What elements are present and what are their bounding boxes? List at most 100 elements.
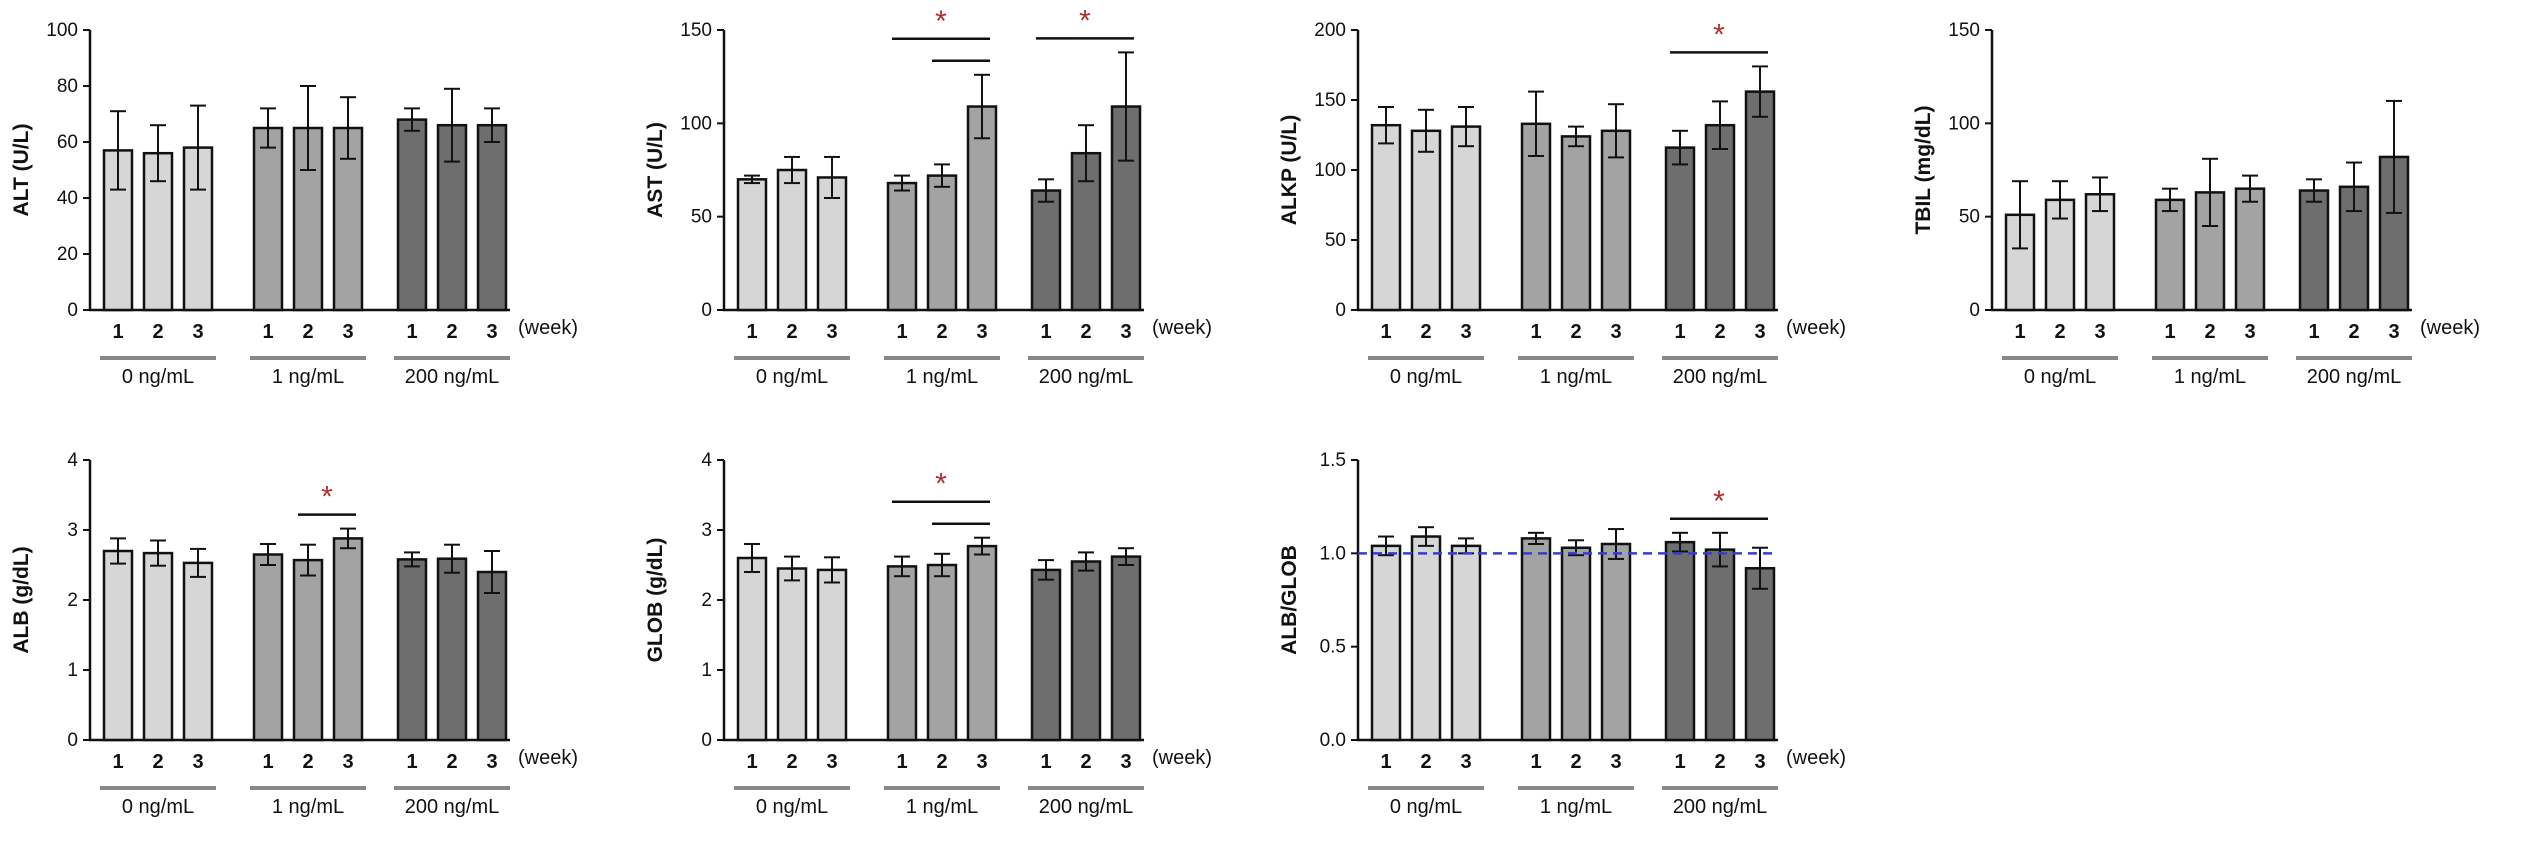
y-tick-label: 0 <box>701 730 712 751</box>
bar-alb-g2-w3 <box>332 537 364 742</box>
bar-alt-g3-w3 <box>476 123 508 312</box>
x-tick-label-week: 1 <box>746 321 757 343</box>
bar-alt-g1-w3 <box>182 146 214 312</box>
bar-tbil-g3-w1 <box>2298 189 2330 312</box>
x-axis-unit-label: (week) <box>1786 317 1846 339</box>
x-tick-label-week: 2 <box>1570 751 1581 773</box>
y-tick-label: 1 <box>67 660 78 681</box>
chart-glob-svg: 0 1 2 3 4 GLOB (g/dL) 1 2 3 0 ng/mL 1 2 3 1 ng/mL 1 2 3 2… <box>644 450 1212 818</box>
y-tick-label: 50 <box>1325 230 1346 251</box>
group-label: 200 ng/mL <box>2307 366 2402 388</box>
x-axis-unit-label: (week) <box>1786 747 1846 769</box>
x-tick-label-week: 3 <box>1610 321 1621 343</box>
bar-glob-g2-w3 <box>966 544 998 742</box>
x-tick-label-week: 1 <box>2308 321 2319 343</box>
significance-star: * <box>935 468 947 501</box>
group-label: 1 ng/mL <box>1540 366 1612 388</box>
x-tick-label-week: 3 <box>1460 751 1471 773</box>
group-label: 0 ng/mL <box>2024 366 2096 388</box>
significance-star: * <box>935 5 947 38</box>
y-tick-label: 150 <box>680 20 712 41</box>
y-tick-label: 1.0 <box>1320 543 1346 564</box>
bar-tbil-g2-w1 <box>2154 198 2186 312</box>
y-tick-label: 4 <box>701 450 712 471</box>
x-tick-label-week: 2 <box>152 751 163 773</box>
x-tick-label-week: 3 <box>192 321 203 343</box>
x-tick-label-week: 3 <box>486 321 497 343</box>
y-tick-label: 80 <box>57 76 78 97</box>
bar-glob-g2-w1 <box>886 565 918 742</box>
bar-tbil-g1-w3 <box>2084 193 2116 312</box>
y-tick-label: 50 <box>1959 207 1980 228</box>
x-tick-label-week: 1 <box>1674 751 1685 773</box>
x-tick-label-week: 2 <box>2348 321 2359 343</box>
x-tick-label-week: 2 <box>1714 751 1725 773</box>
y-tick-label: 40 <box>57 188 78 209</box>
group-label: 1 ng/mL <box>906 796 978 818</box>
chart-albglob-svg: 0.0 0.5 1.0 1.5 ALB/GLOB 1 2 3 0 ng/mL 1 2 3 1 ng/mL… <box>1278 450 1846 818</box>
x-tick-label-week: 2 <box>1080 751 1091 773</box>
y-tick-label: 2 <box>701 590 712 611</box>
x-tick-label-week: 3 <box>342 321 353 343</box>
chart-alb: 0 1 2 3 4 ALB (g/dL) 1 2 3 0 ng/mL 1 2 3 1 ng/mL 1 2 3 20… <box>0 430 634 860</box>
y-axis-label: ALB (g/dL) <box>10 546 33 653</box>
bar-alkp-g1-w1 <box>1370 123 1402 312</box>
bar-albglob-g2-w1 <box>1520 537 1552 742</box>
y-tick-label: 50 <box>691 207 712 228</box>
x-tick-label-week: 1 <box>2014 321 2025 343</box>
chart-alkp-svg: 0 50 100 150 200 ALKP (U/L) 1 2 3 0 ng/mL 1 2 3 1 ng/… <box>1278 18 1846 388</box>
x-tick-label-week: 2 <box>786 321 797 343</box>
group-label: 1 ng/mL <box>906 366 978 388</box>
y-tick-label: 0.0 <box>1320 730 1346 751</box>
x-tick-label-week: 3 <box>1460 321 1471 343</box>
y-tick-label: 1 <box>701 660 712 681</box>
bar-alkp-g1-w3 <box>1450 125 1482 312</box>
bar-glob-g1-w2 <box>776 567 808 742</box>
bar-albglob-g1-w3 <box>1450 544 1482 742</box>
bar-albglob-g2-w3 <box>1600 542 1632 742</box>
x-tick-label-week: 3 <box>976 321 987 343</box>
x-tick-label-week: 1 <box>896 751 907 773</box>
bar-albglob-g3-w3 <box>1744 567 1776 742</box>
y-tick-label: 60 <box>57 132 78 153</box>
bar-alb-g3-w2 <box>436 557 468 742</box>
bar-ast-g1-w1 <box>736 178 768 312</box>
bar-ast-g1-w3 <box>816 176 848 312</box>
x-tick-label-week: 2 <box>1080 321 1091 343</box>
bar-ast-g1-w2 <box>776 168 808 312</box>
bar-ast-g2-w2 <box>926 174 958 312</box>
y-tick-label: 3 <box>701 520 712 541</box>
bar-alkp-g3-w3 <box>1744 90 1776 312</box>
group-label: 0 ng/mL <box>122 796 194 818</box>
chart-ast: 0 50 100 150 AST (U/L) 1 2 3 0 ng/mL 1 2 3 1 ng/mL 1 2… <box>634 0 1268 430</box>
x-tick-label-week: 2 <box>936 321 947 343</box>
x-tick-label-week: 2 <box>152 321 163 343</box>
x-tick-label-week: 1 <box>2164 321 2175 343</box>
x-tick-label-week: 2 <box>1714 321 1725 343</box>
x-tick-label-week: 3 <box>192 751 203 773</box>
y-tick-label: 100 <box>1948 113 1980 134</box>
x-tick-label-week: 1 <box>406 751 417 773</box>
x-tick-label-week: 3 <box>1610 751 1621 773</box>
significance-star: * <box>1079 4 1091 37</box>
x-tick-label-week: 2 <box>446 751 457 773</box>
x-tick-label-week: 3 <box>1120 321 1131 343</box>
y-axis-label: ALT (U/L) <box>10 124 33 217</box>
x-tick-label-week: 2 <box>302 321 313 343</box>
bar-alb-g2-w1 <box>252 553 284 742</box>
x-tick-label-week: 2 <box>936 751 947 773</box>
x-tick-label-week: 3 <box>1754 321 1765 343</box>
significance-star: * <box>1713 18 1725 51</box>
bar-glob-g1-w1 <box>736 556 768 742</box>
y-tick-label: 1.5 <box>1320 450 1346 471</box>
chart-ast-svg: 0 50 100 150 AST (U/L) 1 2 3 0 ng/mL 1 2 3 1 ng/mL 1 2… <box>644 4 1212 388</box>
y-tick-label: 20 <box>57 244 78 265</box>
y-tick-label: 150 <box>1314 90 1346 111</box>
y-tick-label: 200 <box>1314 20 1346 41</box>
bar-albglob-g2-w2 <box>1560 546 1592 742</box>
x-tick-label-week: 3 <box>342 751 353 773</box>
x-tick-label-week: 2 <box>302 751 313 773</box>
bar-alt-g2-w1 <box>252 126 284 312</box>
x-tick-label-week: 1 <box>112 751 123 773</box>
